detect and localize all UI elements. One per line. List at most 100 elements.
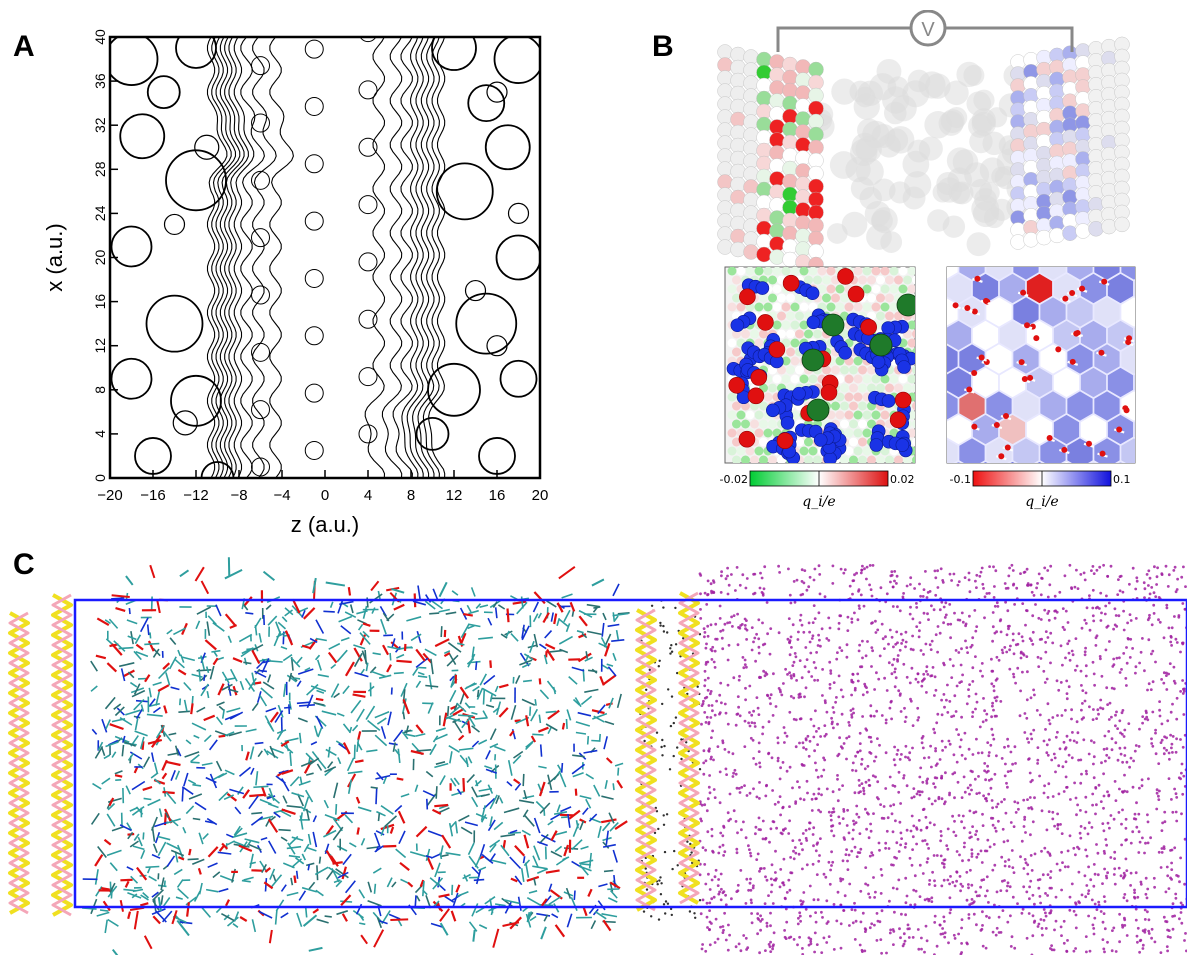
solvent-particle	[729, 817, 732, 821]
solvent-particle	[1012, 675, 1016, 679]
solvent-particle	[836, 651, 839, 654]
molecule-bond	[90, 660, 98, 672]
solvent-particle	[1181, 792, 1185, 796]
solvent-particle	[1000, 757, 1004, 760]
solvent-particle	[1182, 689, 1186, 693]
solvent-particle	[916, 680, 920, 684]
molecule-bond	[557, 764, 563, 772]
solvent-particle	[1160, 851, 1164, 854]
solvent-particle	[720, 636, 724, 640]
molecule-bond	[125, 785, 131, 795]
contour-circle	[251, 113, 270, 133]
solvent-particle	[1039, 618, 1043, 621]
molecule-bond	[347, 770, 363, 775]
solvent-particle	[816, 678, 820, 682]
molecule-bond	[221, 671, 230, 684]
solvent-particle	[800, 568, 804, 572]
colorbar-left-unit: q_i/e	[802, 494, 835, 510]
solvent-particle	[1171, 927, 1175, 931]
solvent-particle	[1025, 655, 1029, 658]
solvent-particle	[702, 749, 706, 753]
molecule-bond	[601, 821, 611, 832]
solvent-particle	[948, 911, 952, 915]
solvent-particle	[900, 912, 903, 916]
molecule-bond	[579, 820, 585, 831]
solvent-particle	[1147, 932, 1151, 935]
solvent-particle	[877, 841, 881, 845]
molecule-bond	[505, 630, 510, 638]
solvent-particle	[1123, 754, 1127, 757]
solvent-particle	[1106, 574, 1109, 578]
surface-atom	[804, 455, 813, 463]
surface-atom	[907, 320, 915, 330]
solvent-particle	[772, 931, 776, 935]
molecule-bond	[386, 877, 393, 888]
molecule-bond	[349, 842, 357, 848]
molecule-bond	[353, 652, 363, 668]
solvent-particle	[1124, 826, 1128, 830]
surface-atom	[871, 374, 881, 384]
molecule-bond	[203, 714, 216, 722]
molecule-bond	[471, 725, 480, 733]
molecule-bond	[241, 647, 254, 655]
solvent-particle	[1104, 604, 1108, 608]
solvent-particle	[778, 688, 782, 692]
molecule-bond	[237, 786, 244, 795]
solvent-particle	[754, 659, 757, 663]
solvent-particle	[1175, 717, 1179, 721]
solvent-particle	[1138, 727, 1141, 731]
solvent-particle	[767, 894, 770, 897]
electrode-atom	[808, 191, 824, 208]
solvent-particle	[783, 929, 786, 932]
solvent-particle	[815, 873, 819, 876]
water-oxygen	[1099, 450, 1106, 457]
molecule-bond	[382, 644, 390, 656]
solvent-particle	[903, 706, 906, 710]
solvent-particle	[755, 632, 758, 636]
solvent-particle	[801, 832, 805, 835]
solvent-particle	[813, 749, 816, 753]
molecule-bond	[397, 810, 406, 824]
molecule-bond	[506, 608, 510, 623]
panel-b-colorbar-left: -0.02 0.02 q_i/e	[720, 470, 915, 510]
molecule-bond	[122, 735, 126, 743]
molecule-bond	[358, 913, 365, 921]
molecule-bond	[260, 687, 273, 699]
solvent-particle	[862, 789, 866, 793]
solvent-particle	[1029, 583, 1033, 587]
molecule-bond	[494, 903, 506, 907]
solvent-particle	[967, 858, 971, 862]
molecule-bond	[602, 674, 617, 686]
solvent-particle	[864, 866, 868, 869]
molecule-bond	[579, 862, 591, 866]
solvent-particle	[993, 585, 996, 588]
solvent-particle	[1053, 594, 1057, 598]
solvent-particle	[779, 831, 783, 835]
surface-atom	[736, 446, 746, 456]
water-oxygen	[1098, 349, 1105, 356]
electrode-atom	[730, 124, 746, 141]
solvent-particle	[1024, 623, 1027, 627]
solvent-particle	[1035, 709, 1039, 712]
electrode-atom	[756, 181, 772, 198]
surface-atom	[889, 302, 899, 312]
molecule-bond	[432, 808, 442, 815]
atom-circle	[134, 437, 172, 475]
solvent-particle	[789, 635, 793, 639]
solvent-particle	[843, 568, 847, 572]
solvent-particle	[798, 838, 801, 842]
solvent-particle	[892, 943, 895, 946]
panel-b-electrode-surface-right	[946, 266, 1136, 464]
solvent-particle	[924, 642, 928, 646]
solvent-particle	[748, 791, 752, 795]
solvent-particle	[903, 845, 907, 849]
molecule-bond	[165, 672, 171, 686]
molecule-bond	[489, 728, 497, 741]
surface-atom	[831, 293, 840, 303]
surface-atom	[880, 446, 890, 456]
solvent-particle	[991, 639, 994, 643]
solvent-particle	[1036, 582, 1039, 585]
solvent-particle	[1167, 626, 1171, 630]
solvent-particle	[734, 945, 738, 949]
solvent-particle	[761, 732, 764, 736]
